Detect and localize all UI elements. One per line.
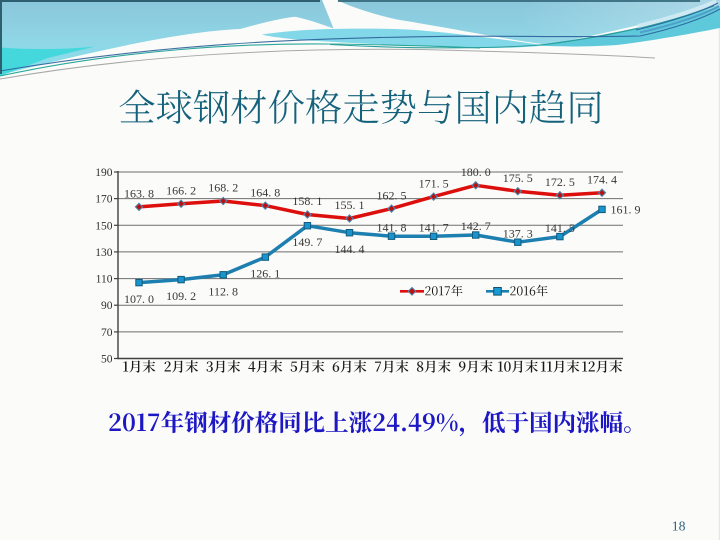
svg-text:141.8: 141. 8 (377, 220, 407, 234)
svg-text:50: 50 (101, 354, 113, 366)
svg-text:170: 170 (95, 194, 113, 206)
svg-text:164.8: 164. 8 (250, 185, 280, 199)
svg-text:130: 130 (95, 247, 113, 259)
svg-text:149.7: 149. 7 (292, 235, 322, 249)
svg-text:112.8: 112. 8 (208, 284, 238, 298)
svg-text:126.1: 126. 1 (250, 267, 280, 281)
svg-text:109.2: 109. 2 (166, 289, 196, 303)
svg-text:110: 110 (96, 274, 113, 286)
svg-text:150: 150 (95, 220, 113, 232)
svg-text:171.5: 171. 5 (419, 176, 449, 190)
svg-text:172.5: 172. 5 (545, 175, 575, 189)
svg-text:141.7: 141. 7 (419, 221, 449, 235)
svg-text:180.0: 180. 0 (461, 165, 491, 179)
svg-text:158.1: 158. 1 (292, 194, 322, 208)
svg-text:174.4: 174. 4 (587, 173, 617, 187)
svg-text:70: 70 (101, 327, 113, 339)
svg-text:137.3: 137. 3 (503, 226, 533, 240)
svg-text:155.1: 155. 1 (335, 198, 365, 212)
svg-text:163.8: 163. 8 (124, 187, 154, 201)
svg-text:142.7: 142. 7 (461, 219, 491, 233)
svg-text:90: 90 (101, 300, 113, 312)
svg-text:18: 18 (672, 519, 686, 534)
svg-text:166.2: 166. 2 (166, 183, 196, 197)
svg-text:161.9: 161. 9 (611, 202, 641, 216)
svg-text:141.5: 141. 5 (545, 221, 575, 235)
svg-text:175.5: 175. 5 (503, 171, 533, 185)
svg-text:168.2: 168. 2 (208, 181, 238, 195)
svg-text:162.5: 162. 5 (377, 188, 407, 202)
svg-text:107.0: 107. 0 (124, 292, 154, 306)
svg-text:144.4: 144. 4 (335, 242, 365, 256)
svg-text:190: 190 (95, 167, 113, 179)
